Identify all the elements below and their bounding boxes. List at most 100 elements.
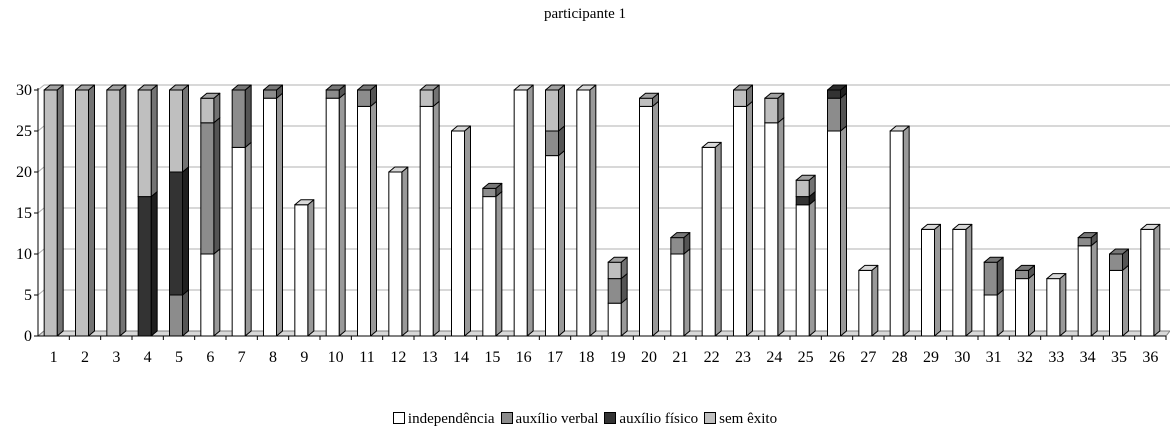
x-tick-label: 27 bbox=[860, 349, 876, 366]
x-tick-label: 28 bbox=[892, 349, 908, 366]
bar-segment bbox=[75, 84, 95, 337]
bar-segment bbox=[607, 256, 628, 280]
y-tick-label: 20 bbox=[16, 164, 32, 181]
bar-segment bbox=[231, 84, 252, 148]
bars bbox=[43, 84, 1161, 337]
bar-segment bbox=[1077, 232, 1098, 247]
bar-segment bbox=[795, 199, 816, 337]
bar-segment bbox=[1015, 264, 1035, 280]
legend-item: sem êxito bbox=[704, 411, 777, 428]
y-tick-label: 15 bbox=[16, 205, 32, 222]
bar-segment bbox=[169, 166, 189, 296]
bar-segment bbox=[419, 100, 440, 337]
bar-segment bbox=[827, 92, 847, 132]
bar-segment bbox=[889, 125, 910, 337]
x-tick-label: 35 bbox=[1111, 349, 1127, 366]
x-tick-label: 25 bbox=[798, 349, 814, 366]
bar-segment bbox=[294, 199, 315, 337]
bar-segment bbox=[106, 84, 127, 337]
y-tick-label: 30 bbox=[16, 82, 32, 99]
bar-segment bbox=[733, 84, 753, 107]
bar-segment bbox=[639, 100, 659, 337]
x-tick-label: 24 bbox=[766, 349, 782, 366]
bar-segment bbox=[137, 84, 158, 198]
x-tick-label: 32 bbox=[1017, 349, 1033, 366]
bar-segment bbox=[858, 264, 879, 337]
y-tick-label: 5 bbox=[24, 287, 32, 304]
legend-item: auxílio físico bbox=[604, 411, 698, 428]
x-tick-label: 4 bbox=[144, 349, 152, 366]
x-tick-label: 7 bbox=[238, 349, 246, 366]
bar-segment bbox=[43, 84, 64, 337]
bar-segment bbox=[670, 248, 691, 337]
bar-segment bbox=[983, 289, 1004, 337]
x-tick-label: 11 bbox=[359, 349, 374, 366]
bar-segment bbox=[169, 289, 189, 337]
x-tick-label: 23 bbox=[735, 349, 751, 366]
x-tick-label: 33 bbox=[1048, 349, 1064, 366]
y-tick-label: 10 bbox=[16, 246, 32, 263]
bar-segment bbox=[1077, 240, 1098, 337]
x-tick-label: 29 bbox=[923, 349, 939, 366]
y-tick-label: 25 bbox=[16, 123, 32, 140]
x-tick-label: 9 bbox=[300, 349, 308, 366]
bar-segment bbox=[419, 84, 440, 107]
legend-swatch bbox=[392, 412, 405, 424]
x-tick-label: 15 bbox=[484, 349, 500, 366]
bar-segment bbox=[607, 297, 628, 337]
legend-swatch bbox=[704, 412, 717, 424]
x-tick-label: 18 bbox=[578, 349, 594, 366]
legend-item: auxílio verbal bbox=[500, 411, 598, 428]
bar-segment bbox=[1109, 248, 1129, 271]
axes bbox=[34, 88, 1170, 340]
bar-segment bbox=[639, 92, 659, 107]
bar-segment bbox=[200, 248, 221, 337]
bar-segment bbox=[576, 84, 597, 337]
bar-segment bbox=[1140, 223, 1161, 337]
bar-segment bbox=[263, 92, 283, 337]
bar-segment bbox=[764, 92, 785, 124]
x-tick-label: 21 bbox=[672, 349, 688, 366]
bar-segment bbox=[388, 166, 409, 337]
x-tick-label: 31 bbox=[986, 349, 1002, 366]
x-tick-label: 30 bbox=[954, 349, 970, 366]
bar-segment bbox=[357, 84, 377, 107]
bar-segment bbox=[670, 232, 691, 255]
bar-segment bbox=[325, 84, 346, 99]
bar-segment bbox=[921, 223, 941, 337]
bar-segment bbox=[357, 100, 377, 337]
x-tick-label: 14 bbox=[453, 349, 469, 366]
bar-segment bbox=[952, 223, 973, 337]
bar-segment bbox=[545, 150, 565, 337]
bar-segment bbox=[764, 117, 785, 337]
legend-label: sem êxito bbox=[719, 411, 778, 427]
x-tick-label: 20 bbox=[641, 349, 657, 366]
x-tick-label: 36 bbox=[1142, 349, 1158, 366]
bar-segment bbox=[795, 174, 816, 198]
x-tick-label: 8 bbox=[269, 349, 277, 366]
bar-segment bbox=[545, 84, 565, 132]
legend: independência auxílio verbal auxílio físic… bbox=[0, 411, 1170, 428]
x-tick-label: 17 bbox=[547, 349, 563, 366]
gridline-depth bbox=[37, 248, 45, 255]
bar-segment bbox=[200, 117, 221, 255]
x-tick-label: 10 bbox=[328, 349, 344, 366]
bar-segment bbox=[482, 191, 503, 337]
x-tick-label: 3 bbox=[112, 349, 120, 366]
gridline-depth bbox=[37, 125, 45, 132]
x-tick-label: 19 bbox=[610, 349, 626, 366]
legend-swatch bbox=[604, 412, 617, 424]
gridline-depth bbox=[37, 207, 45, 214]
x-tick-label: 2 bbox=[81, 349, 89, 366]
bar-segment bbox=[1046, 273, 1067, 337]
bar-segment bbox=[231, 141, 252, 337]
x-tick-label: 16 bbox=[516, 349, 532, 366]
bar-segment bbox=[513, 84, 534, 337]
bar-segment bbox=[1109, 264, 1129, 337]
x-tick-label: 12 bbox=[390, 349, 406, 366]
y-tick-label: 0 bbox=[24, 328, 32, 345]
x-tick-label: 1 bbox=[50, 349, 58, 366]
bar-segment bbox=[200, 92, 221, 124]
